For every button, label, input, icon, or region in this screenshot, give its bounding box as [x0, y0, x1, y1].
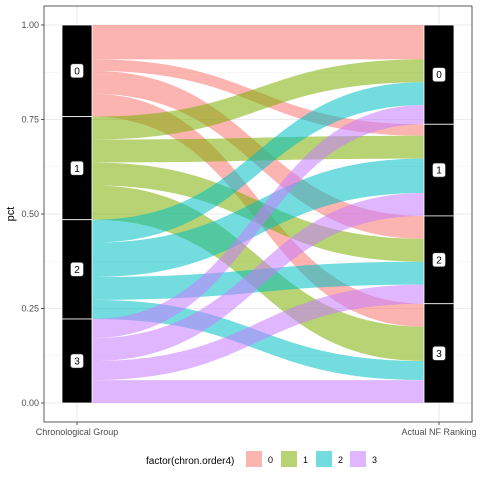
- x-tick-label: Chronological Group: [36, 427, 119, 437]
- right-stratum-label-box: [432, 67, 446, 82]
- left-stratum-label: 2: [74, 265, 80, 276]
- left-stratum-label: 0: [74, 66, 80, 77]
- legend-label-3: 3: [372, 455, 377, 465]
- flow-0-to-0: [92, 25, 424, 60]
- strata: 0 1 2 3 0 1 2 3: [61, 24, 455, 404]
- y-axis-title: pct: [5, 207, 17, 222]
- left-stratum-label-box: [70, 262, 84, 277]
- legend-key-3: [350, 451, 366, 467]
- flow-3-to-3: [92, 380, 424, 403]
- legend-key-2: [316, 451, 332, 467]
- x-tick-label: Actual NF Ranking: [401, 427, 476, 437]
- right-stratum-label: 1: [436, 166, 442, 177]
- y-tick-label: 0.25: [21, 304, 39, 314]
- flow-2-to-0: [92, 82, 424, 243]
- left-stratum-label: 3: [74, 357, 80, 368]
- y-tick-label: 0.50: [21, 209, 39, 219]
- right-stratum-label-box: [432, 346, 446, 361]
- right-stratum-label: 0: [436, 70, 442, 81]
- y-tick-label: 1.00: [21, 20, 39, 30]
- flows: [92, 25, 424, 403]
- right-stratum-label: 2: [436, 255, 442, 266]
- y-tick-label: 0.00: [21, 398, 39, 408]
- legend-label-0: 0: [268, 455, 273, 465]
- legend: factor(chron.order4) 0 1 2 3: [146, 451, 377, 467]
- flow-3-to-2: [92, 284, 424, 381]
- left-stratum-label-box: [70, 160, 84, 176]
- right-stratum-label-box: [432, 162, 446, 178]
- legend-key-1: [281, 451, 297, 467]
- legend-label-1: 1: [303, 455, 308, 465]
- right-stratum-label: 3: [436, 349, 442, 360]
- right-stratum-label-box: [432, 252, 446, 268]
- y-tick-label: 0.75: [21, 115, 39, 125]
- y-axis: 0.00 0.25 0.50 0.75 1.00 pct: [5, 20, 44, 408]
- x-axis: Chronological Group Actual NF Ranking: [36, 422, 477, 437]
- left-stratum-label-box: [70, 353, 84, 369]
- legend-label-2: 2: [338, 455, 343, 465]
- legend-title: factor(chron.order4): [146, 456, 234, 467]
- flow-1-to-0: [92, 59, 424, 140]
- flow-3-to-0: [92, 105, 424, 339]
- flow-3-to-1: [92, 193, 424, 361]
- legend-key-0: [246, 451, 262, 467]
- left-stratum-label: 1: [74, 164, 80, 175]
- left-stratum-label-box: [70, 63, 84, 79]
